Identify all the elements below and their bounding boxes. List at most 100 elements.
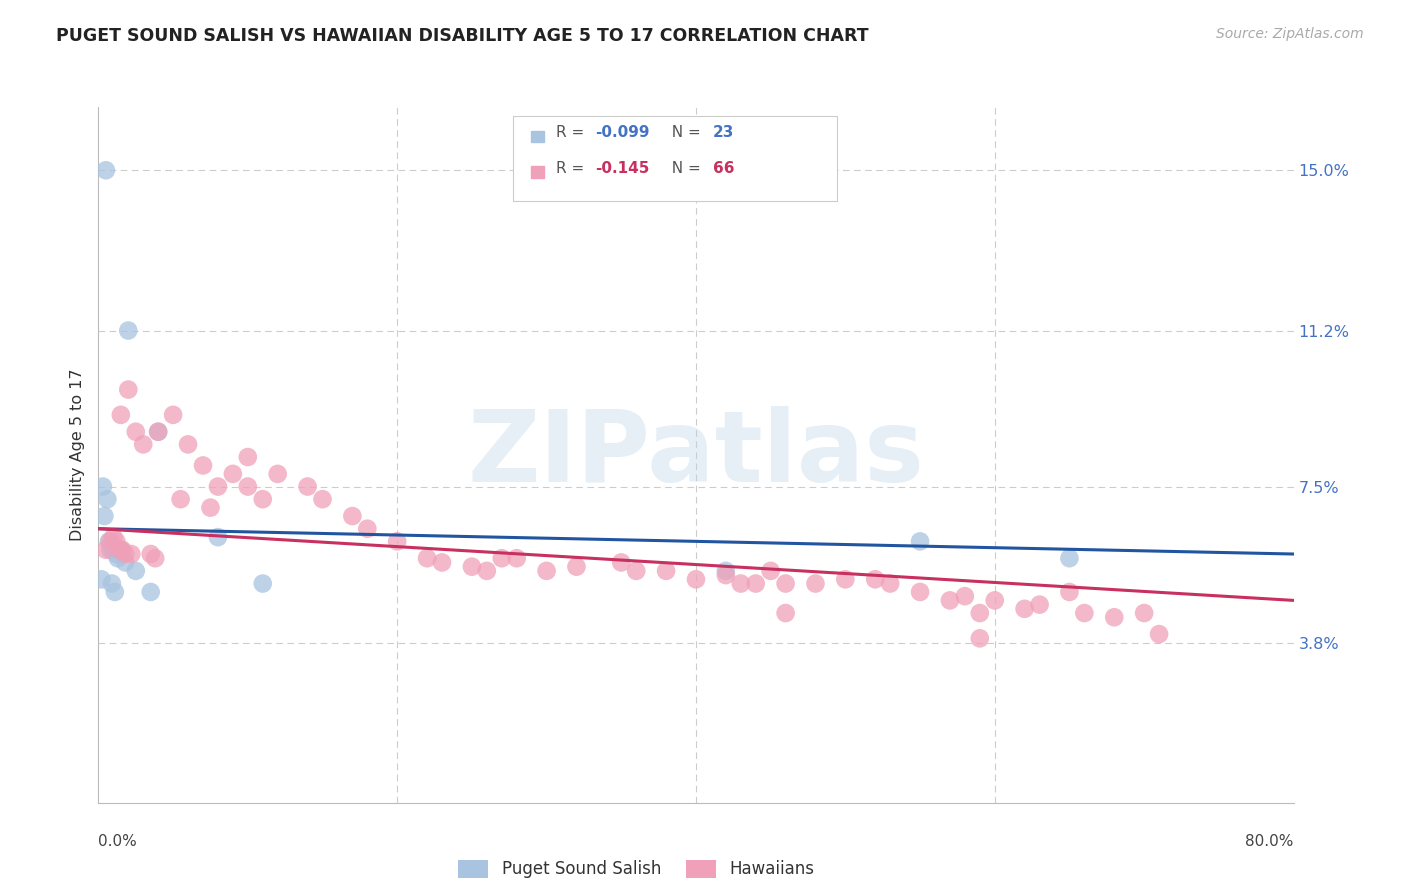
Point xyxy=(759,564,782,578)
Text: Source: ZipAtlas.com: Source: ZipAtlas.com xyxy=(1216,27,1364,41)
Point xyxy=(1073,606,1095,620)
Point xyxy=(1014,602,1036,616)
Point xyxy=(132,437,155,451)
Point xyxy=(114,556,136,570)
Point xyxy=(385,534,409,549)
Text: N =: N = xyxy=(662,161,706,176)
Text: R =: R = xyxy=(555,126,589,140)
Point xyxy=(356,522,378,536)
Point xyxy=(252,576,274,591)
Point xyxy=(984,593,1007,607)
Point xyxy=(105,547,128,561)
Point xyxy=(105,534,128,549)
Text: 80.0%: 80.0% xyxy=(1246,834,1294,849)
Point xyxy=(1147,627,1170,641)
Point xyxy=(200,500,222,515)
Point xyxy=(1102,610,1125,624)
Point xyxy=(1059,585,1081,599)
Point xyxy=(969,606,991,620)
Point xyxy=(97,534,120,549)
Point xyxy=(107,551,129,566)
Text: PUGET SOUND SALISH VS HAWAIIAN DISABILITY AGE 5 TO 17 CORRELATION CHART: PUGET SOUND SALISH VS HAWAIIAN DISABILIT… xyxy=(56,27,869,45)
Point xyxy=(775,606,797,620)
Point xyxy=(626,564,648,578)
Point xyxy=(416,551,439,566)
Point xyxy=(297,479,319,493)
Point xyxy=(1059,551,1081,566)
Point xyxy=(114,547,136,561)
Text: -0.099: -0.099 xyxy=(595,126,650,140)
Point xyxy=(953,589,976,603)
Point xyxy=(536,564,558,578)
Legend: Puget Sound Salish, Hawaiians: Puget Sound Salish, Hawaiians xyxy=(451,853,821,885)
Point xyxy=(834,572,856,586)
Point xyxy=(491,551,513,566)
Point xyxy=(267,467,290,481)
Point xyxy=(506,551,529,566)
Point xyxy=(162,408,184,422)
Point xyxy=(342,509,364,524)
Point xyxy=(908,585,931,599)
Point xyxy=(143,551,166,566)
Point xyxy=(108,542,131,557)
Point xyxy=(169,492,191,507)
Point xyxy=(775,576,797,591)
Point xyxy=(685,572,707,586)
Point xyxy=(103,530,125,544)
Point xyxy=(90,572,112,586)
Point xyxy=(177,437,200,451)
Text: ZIPatlas: ZIPatlas xyxy=(468,407,924,503)
Point xyxy=(148,425,170,439)
Point xyxy=(94,163,117,178)
Point xyxy=(117,324,139,338)
Point xyxy=(148,425,170,439)
Text: R =: R = xyxy=(555,161,589,176)
Point xyxy=(207,530,229,544)
Point xyxy=(236,479,259,493)
Point xyxy=(475,564,498,578)
Point xyxy=(96,492,118,507)
Point xyxy=(91,479,114,493)
Point xyxy=(120,547,142,561)
Point xyxy=(125,564,148,578)
Point xyxy=(222,467,245,481)
Point xyxy=(610,556,633,570)
Point xyxy=(745,576,768,591)
Text: N =: N = xyxy=(662,126,706,140)
Point xyxy=(236,450,259,464)
Point xyxy=(111,542,134,557)
Point xyxy=(139,547,162,561)
Point xyxy=(714,564,737,578)
Point xyxy=(103,542,125,557)
Point xyxy=(110,408,132,422)
Point xyxy=(101,576,124,591)
Point xyxy=(100,534,122,549)
Point xyxy=(139,585,162,599)
Point xyxy=(1133,606,1156,620)
Point xyxy=(100,542,122,557)
Point xyxy=(94,542,117,557)
Point xyxy=(110,542,132,557)
Point xyxy=(1028,598,1050,612)
Point xyxy=(125,425,148,439)
Point xyxy=(117,383,139,397)
Point xyxy=(461,559,484,574)
Point xyxy=(908,534,931,549)
Point xyxy=(191,458,214,473)
Text: -0.145: -0.145 xyxy=(595,161,650,176)
Point xyxy=(863,572,887,586)
Text: 23: 23 xyxy=(713,126,734,140)
Point xyxy=(93,509,115,524)
Point xyxy=(939,593,962,607)
Point xyxy=(207,479,229,493)
Y-axis label: Disability Age 5 to 17: Disability Age 5 to 17 xyxy=(69,368,84,541)
Point xyxy=(969,632,991,646)
Point xyxy=(430,556,453,570)
Point xyxy=(252,492,274,507)
Point xyxy=(714,568,737,582)
Point xyxy=(311,492,333,507)
Point xyxy=(804,576,827,591)
Point xyxy=(565,559,588,574)
Point xyxy=(104,585,127,599)
Point xyxy=(879,576,901,591)
